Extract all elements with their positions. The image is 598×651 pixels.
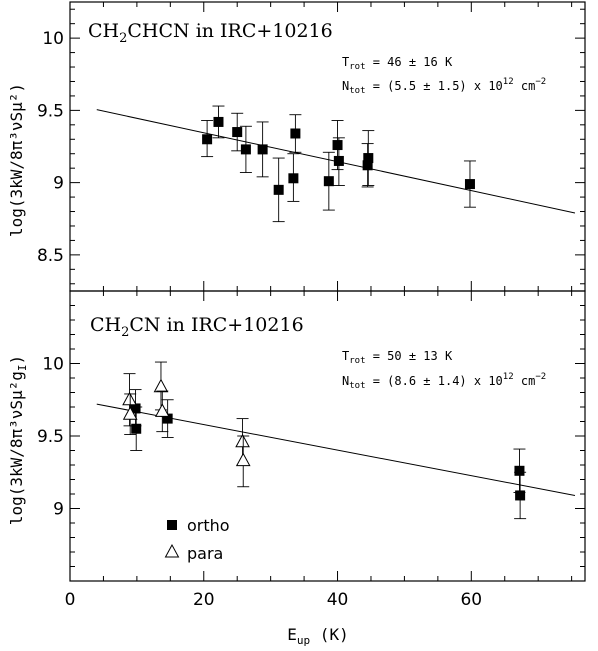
bottom-ntot-annotation: Ntot = (8.6 ± 1.4) x 1012 cm−2 <box>342 372 546 391</box>
bottom-ortho-point <box>131 423 142 434</box>
legend-ortho-marker <box>167 520 177 530</box>
top-y-tick-label: 9.5 <box>37 101 64 121</box>
top-series-point <box>362 160 373 171</box>
legend-ortho-label: ortho <box>187 516 230 535</box>
top-series-point <box>273 184 284 195</box>
bottom-ortho-point <box>162 413 173 424</box>
top-series-point <box>232 127 243 138</box>
bottom-y-axis-label: log(3kW/8π³νSμ²gI) <box>7 355 29 525</box>
top-series-point <box>288 173 299 184</box>
bottom-panel-title: CH2CN in IRC+10216 <box>90 314 304 340</box>
bottom-x-tick-label: 60 <box>460 590 482 610</box>
top-series-point <box>240 144 251 155</box>
top-series-point <box>332 140 343 151</box>
bottom-x-tick-label: 0 <box>65 590 76 610</box>
x-axis-label: Eup (K) <box>287 625 348 647</box>
top-y-tick-label: 8.5 <box>37 246 64 266</box>
top-plot-marks: 8.5 9 9.5 10 <box>37 1 586 292</box>
bottom-y-tick-label: 10 <box>42 355 64 375</box>
bottom-x-tick-label: 20 <box>193 590 215 610</box>
top-series-point <box>213 116 224 127</box>
bottom-para-point <box>154 403 170 417</box>
bottom-para-point <box>235 452 251 467</box>
bottom-y-tick-label: 9.5 <box>37 427 64 447</box>
bottom-para-point <box>235 433 250 448</box>
bottom-para-point <box>153 378 169 393</box>
top-series-point <box>202 134 213 145</box>
legend-para-label: para <box>187 544 223 563</box>
bottom-trot-annotation: Trot = 50 ± 13 K <box>342 349 453 366</box>
bottom-para-point <box>122 391 137 406</box>
top-y-axis-label: log(3kW/8π³νSμ²) <box>7 83 26 237</box>
bottom-y-tick-label: 9 <box>53 500 64 520</box>
top-ntot-annotation: Ntot = (5.5 ± 1.5) x 1012 cm−2 <box>342 77 546 96</box>
top-series-point <box>464 179 475 190</box>
top-series-point <box>257 144 268 155</box>
top-panel-title: CH2CHCN in IRC+10216 <box>88 20 333 46</box>
top-y-tick-label: 9 <box>53 174 64 194</box>
bottom-plot-marks: 0 20 40 60 9 9.5 10 <box>37 290 586 610</box>
legend-para-marker <box>164 543 180 558</box>
bottom-ortho-point <box>130 403 141 414</box>
top-y-tick-label: 10 <box>42 29 64 49</box>
bottom-ortho-point <box>514 465 525 476</box>
bottom-panel: 0 20 40 60 9 9.5 10 CH2CN in IRC+10216 Trot = … <box>7 290 586 610</box>
top-panel: 8.5 9 9.5 10 CH2CHCN in IRC+10216 Trot = 46… <box>7 1 586 292</box>
bottom-ortho-point <box>515 490 526 501</box>
legend: ortho para <box>164 516 230 563</box>
top-series-point <box>363 153 374 164</box>
bottom-para-point <box>122 406 138 420</box>
top-series-point <box>333 155 344 166</box>
top-series-point <box>323 176 334 187</box>
bottom-x-tick-label: 40 <box>327 590 349 610</box>
top-plot-frame <box>69 1 586 292</box>
top-trot-annotation: Trot = 46 ± 16 K <box>342 55 453 72</box>
bottom-fit-line <box>96 403 576 496</box>
top-series-point <box>290 128 301 139</box>
